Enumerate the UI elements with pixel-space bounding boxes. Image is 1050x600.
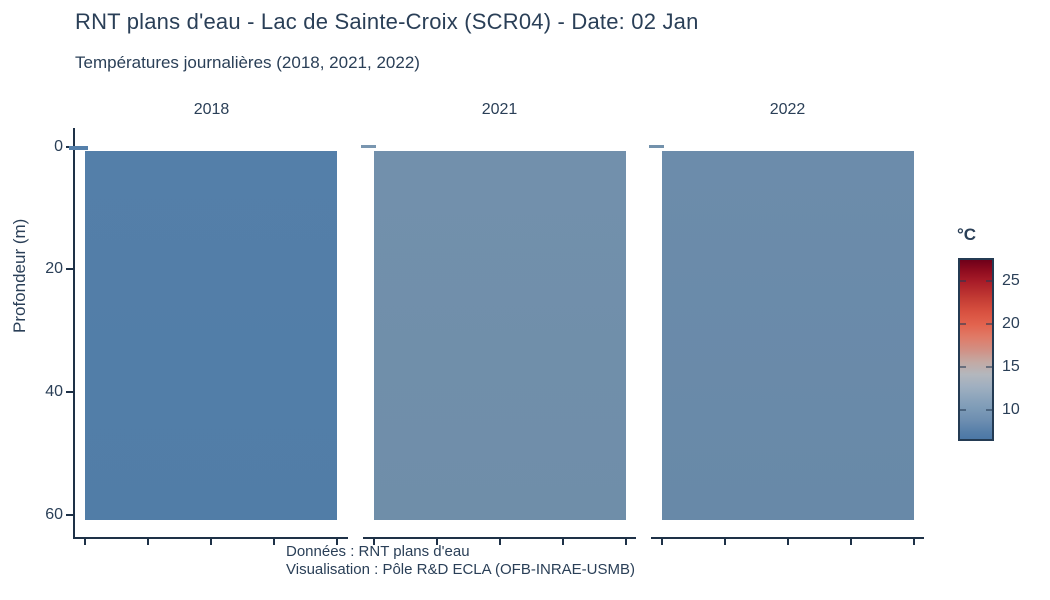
- colorbar-tick: [960, 409, 966, 411]
- surface-marker-2018: [69, 146, 88, 150]
- y-tick-label-20: 20: [45, 260, 63, 277]
- colorbar-tick: [960, 366, 966, 368]
- page-title: RNT plans d'eau - Lac de Sainte-Croix (S…: [75, 9, 699, 34]
- surface-marker-2021: [361, 145, 376, 148]
- colorbar-tick: [986, 366, 992, 368]
- x-tick: [147, 539, 149, 545]
- facet-strip-2021: 2021: [481, 101, 518, 118]
- x-axis-line-2022: [651, 537, 924, 539]
- facet-strip-2022: 2022: [769, 101, 806, 118]
- y-tick-60: [66, 514, 73, 516]
- y-tick-label-40: 40: [45, 383, 63, 400]
- y-tick-40: [66, 391, 73, 393]
- colorbar-tick: [986, 280, 992, 282]
- colorbar-gradient: [958, 258, 994, 441]
- x-tick: [661, 539, 663, 545]
- x-tick: [499, 539, 501, 545]
- x-tick: [724, 539, 726, 545]
- x-tick: [787, 539, 789, 545]
- caption-line-2: Visualisation : Pôle R&D ECLA (OFB-INRAE…: [286, 561, 635, 578]
- colorbar-tick-label-20: 20: [1002, 315, 1020, 332]
- x-tick: [436, 539, 438, 545]
- y-axis-line: [73, 128, 75, 539]
- heatmap-tile-2018: [85, 151, 337, 520]
- x-tick: [373, 539, 375, 545]
- x-tick: [84, 539, 86, 545]
- facet-strip-2018: 2018: [193, 101, 230, 118]
- colorbar-tick: [960, 323, 966, 325]
- x-tick: [913, 539, 915, 545]
- x-axis-line-2018: [75, 537, 348, 539]
- x-tick: [336, 539, 338, 545]
- x-tick: [273, 539, 275, 545]
- y-tick-label-60: 60: [45, 506, 63, 523]
- y-tick-label-0: 0: [54, 138, 63, 155]
- x-tick: [850, 539, 852, 545]
- x-tick: [562, 539, 564, 545]
- colorbar-tick-label-10: 10: [1002, 401, 1020, 418]
- heatmap-tile-2022: [662, 151, 914, 520]
- colorbar-tick: [986, 323, 992, 325]
- legend-title: °C: [957, 225, 977, 244]
- colorbar-tick: [986, 409, 992, 411]
- x-tick: [625, 539, 627, 545]
- colorbar-tick: [960, 280, 966, 282]
- y-tick-20: [66, 268, 73, 270]
- heatmap-tile-2021: [374, 151, 626, 520]
- x-axis-line-2021: [363, 537, 636, 539]
- caption: Données : RNT plans d'eau Visualisation …: [286, 543, 635, 579]
- colorbar-tick-label-15: 15: [1002, 358, 1020, 375]
- caption-line-1: Données : RNT plans d'eau: [286, 543, 470, 560]
- colorbar-tick-label-25: 25: [1002, 272, 1020, 289]
- chart-subtitle: Températures journalières (2018, 2021, 2…: [75, 53, 420, 72]
- surface-marker-2022: [649, 145, 664, 148]
- x-tick: [210, 539, 212, 545]
